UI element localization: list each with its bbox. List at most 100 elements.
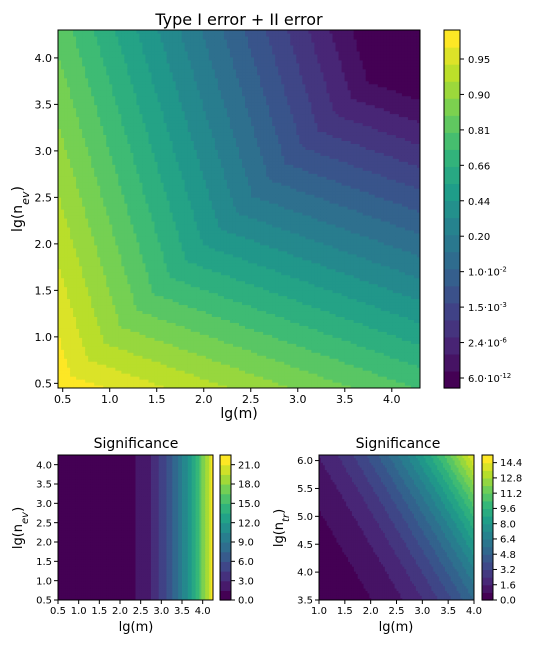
heatmap-cell: [76, 268, 80, 273]
heatmap-cell: [136, 161, 141, 165]
heatmap-cell: [67, 268, 71, 273]
heatmap-cell: [130, 211, 135, 216]
heatmap-cell: [166, 89, 171, 94]
heatmap-cell: [85, 253, 89, 258]
heatmap-cell: [100, 268, 104, 273]
heatmap-cell: [124, 286, 128, 291]
heatmap-cell: [103, 355, 107, 359]
heatmap-cell: [76, 185, 80, 189]
heatmap-cell: [64, 289, 68, 294]
heatmap-cell: [73, 131, 77, 136]
heatmap-cell: [109, 295, 113, 300]
heatmap-cell: [172, 56, 177, 61]
heatmap-cell: [91, 143, 95, 147]
heatmap-cell: [154, 32, 159, 37]
heatmap-cell: [106, 220, 110, 225]
heatmap-cell: [97, 107, 101, 112]
heatmap-cell: [163, 176, 168, 180]
heatmap-cell: [148, 214, 153, 219]
heatmap-cell: [70, 361, 74, 365]
heatmap-cell: [88, 53, 92, 58]
heatmap-cell: [82, 277, 86, 282]
heatmap-cell: [61, 98, 65, 103]
heatmap-cell: [148, 50, 153, 55]
heatmap-cell: [82, 313, 86, 317]
heatmap-cell: [127, 143, 131, 147]
heatmap-cell: [70, 50, 74, 55]
heatmap-cell: [64, 119, 68, 124]
heatmap-cell: [73, 247, 77, 252]
heatmap-cell: [160, 83, 165, 88]
heatmap-cell: [139, 158, 144, 162]
heatmap-cell: [169, 259, 174, 264]
heatmap-cell: [94, 295, 98, 300]
heatmap-cell: [133, 185, 138, 189]
heatmap-cell: [67, 343, 71, 347]
heatmap-cell: [70, 247, 74, 252]
heatmap-cell: [148, 325, 153, 329]
heatmap-cell: [118, 95, 122, 100]
heatmap-cell: [79, 382, 83, 386]
heatmap-cell: [82, 44, 86, 49]
heatmap-cell: [76, 370, 80, 374]
heatmap-cell: [115, 122, 119, 127]
heatmap-cell: [91, 301, 95, 306]
heatmap-cell: [109, 253, 113, 258]
heatmap-cell: [127, 65, 131, 70]
heatmap-cell: [73, 226, 77, 231]
heatmap-cell: [106, 367, 110, 371]
heatmap-cell: [139, 232, 144, 237]
heatmap-cell: [130, 223, 135, 228]
heatmap-cell: [121, 307, 125, 312]
heatmap-cell: [82, 188, 86, 192]
heatmap-cell: [136, 277, 141, 282]
heatmap-cell: [157, 104, 162, 109]
heatmap-cell: [58, 307, 62, 312]
heatmap-cell: [136, 313, 141, 317]
heatmap-cell: [64, 101, 68, 106]
heatmap-cell: [148, 146, 153, 150]
heatmap-cell: [145, 268, 150, 273]
heatmap-cell: [118, 125, 122, 130]
heatmap-cell: [148, 379, 153, 383]
heatmap-cell: [61, 47, 65, 52]
heatmap-cell: [139, 370, 144, 374]
heatmap-cell: [139, 167, 144, 171]
heatmap-cell: [166, 244, 171, 249]
heatmap-cell: [58, 337, 62, 341]
heatmap-cell: [160, 295, 165, 300]
heatmap-cell: [163, 182, 168, 186]
heatmap-cell: [139, 259, 144, 264]
heatmap-cell: [142, 286, 147, 291]
heatmap-cell: [121, 328, 125, 332]
heatmap-cell: [166, 268, 171, 273]
heatmap-cell: [115, 313, 119, 317]
heatmap-cell: [64, 62, 68, 67]
heatmap-cell: [109, 310, 113, 315]
heatmap-cell: [94, 274, 98, 279]
heatmap-cell: [91, 280, 95, 285]
heatmap-cell: [61, 128, 65, 133]
heatmap-cell: [124, 376, 128, 380]
heatmap-cell: [115, 349, 119, 353]
heatmap-cell: [130, 316, 135, 320]
heatmap-cell: [133, 137, 138, 141]
heatmap-cell: [100, 110, 104, 115]
heatmap-cell: [109, 197, 113, 201]
heatmap-cell: [181, 173, 186, 177]
heatmap-cell: [97, 77, 101, 82]
heatmap-cell: [112, 346, 116, 350]
heatmap-cell: [61, 313, 65, 317]
heatmap-cell: [130, 206, 135, 210]
heatmap-cell: [58, 379, 62, 383]
heatmap-cell: [175, 206, 180, 210]
heatmap-cell: [172, 44, 177, 49]
heatmap-cell: [112, 50, 116, 55]
heatmap-cell: [94, 188, 98, 192]
heatmap-cell: [61, 241, 65, 246]
heatmap-cell: [76, 223, 80, 228]
heatmap-cell: [109, 292, 113, 297]
heatmap-cell: [67, 158, 71, 162]
heatmap-cell: [97, 250, 101, 255]
heatmap-cell: [88, 253, 92, 258]
